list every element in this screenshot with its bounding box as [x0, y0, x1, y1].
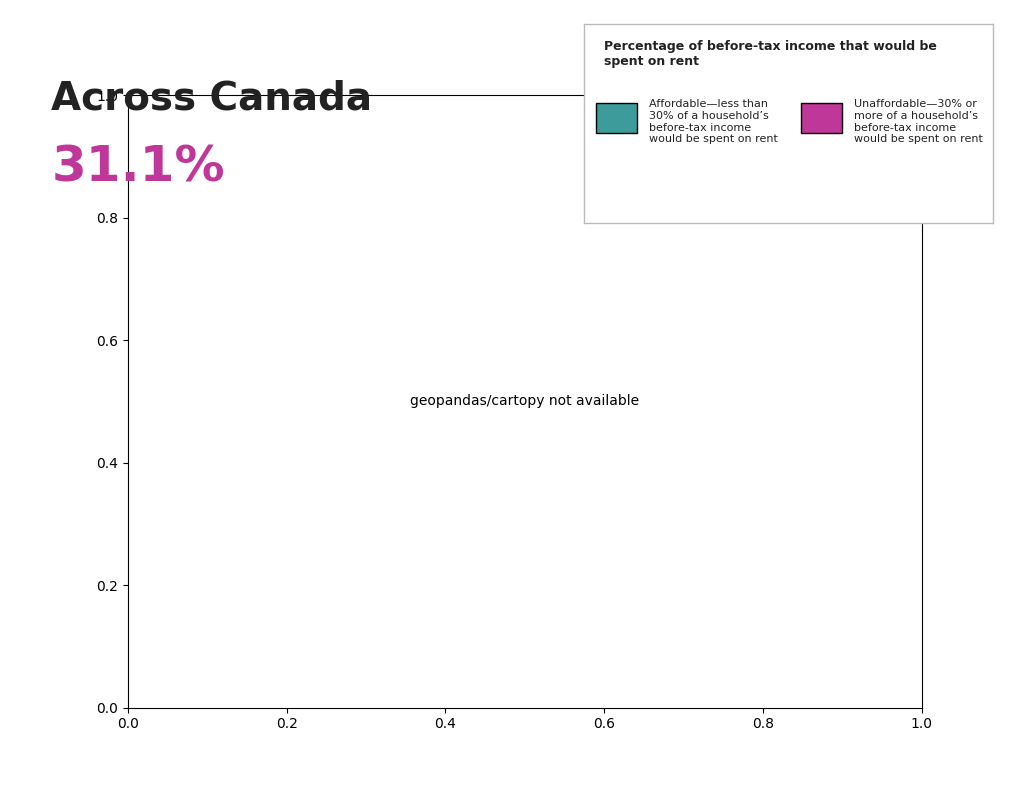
FancyBboxPatch shape	[596, 103, 637, 134]
Text: Affordable—less than
30% of a household’s
before-tax income
would be spent on re: Affordable—less than 30% of a household’…	[649, 99, 778, 144]
Text: Unaffordable—30% or
more of a household’s
before-tax income
would be spent on re: Unaffordable—30% or more of a household’…	[854, 99, 983, 144]
Text: Across Canada: Across Canada	[51, 80, 372, 118]
Text: Percentage of before-tax income that would be
spent on rent: Percentage of before-tax income that wou…	[604, 40, 937, 68]
FancyBboxPatch shape	[801, 103, 842, 134]
Text: 31.1%: 31.1%	[51, 143, 225, 191]
Text: geopandas/cartopy not available: geopandas/cartopy not available	[411, 394, 639, 409]
